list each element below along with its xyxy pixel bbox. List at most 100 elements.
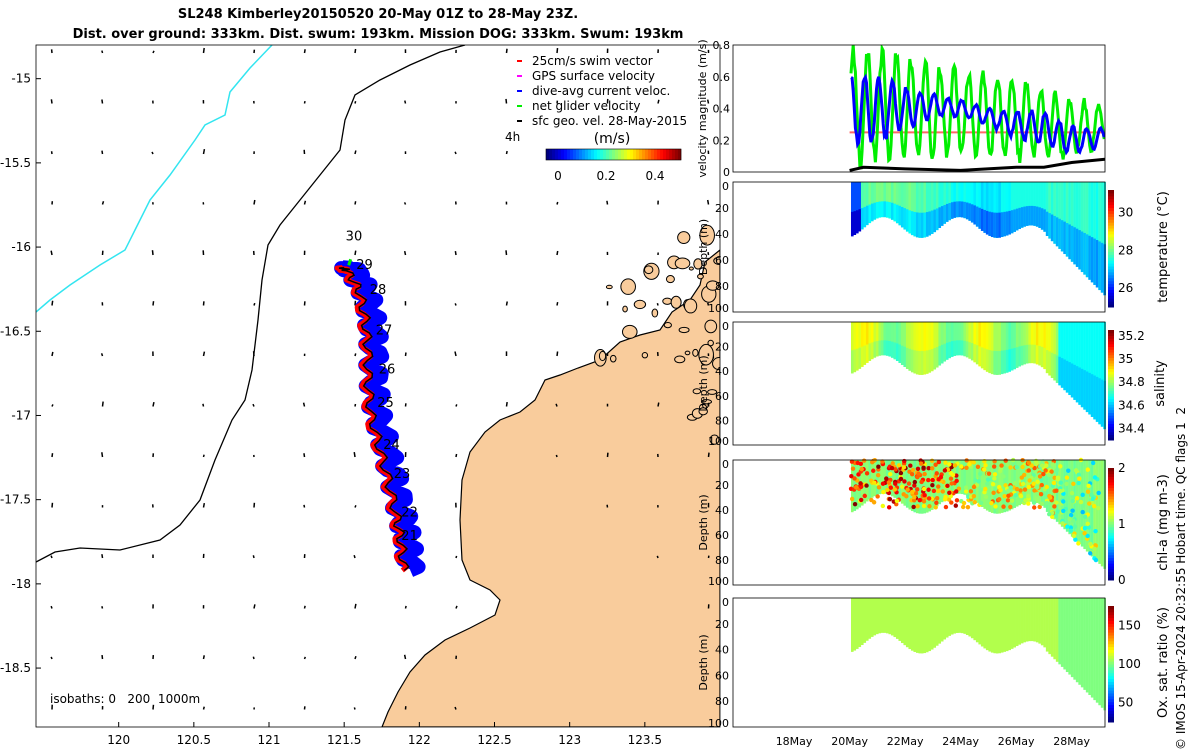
heatmap-cell [1030, 344, 1034, 364]
chl-a-sample [889, 465, 895, 471]
velocity-arrow [354, 100, 357, 104]
map-frame [35, 44, 721, 728]
heatmap-column [923, 182, 927, 238]
chl-a-sample [978, 500, 984, 506]
colorbar-cell [1108, 248, 1114, 252]
heatmap-column [1005, 598, 1009, 652]
panel-frame [732, 321, 1106, 446]
colorbar-cell [1108, 274, 1114, 279]
heatmap-column [913, 182, 917, 237]
colorbar-cell [1108, 304, 1114, 308]
heatmap-column [938, 598, 942, 644]
chl-a-sample [1014, 465, 1019, 470]
heatmap-cell [908, 348, 912, 371]
chl-a-sample [921, 486, 927, 492]
heatmap-cell [1070, 225, 1074, 262]
chl-a-sample [985, 477, 991, 482]
heatmap-column [1040, 598, 1044, 646]
chl-a-sample [1085, 489, 1091, 494]
colorbar-cell [558, 149, 562, 160]
colorbar-cell [642, 149, 646, 160]
velocity-arrow [100, 353, 104, 357]
velocity-arrow [657, 402, 660, 407]
heatmap-column [1038, 598, 1041, 644]
chl-a-sample [1060, 521, 1065, 526]
chl-a-sample [927, 504, 932, 509]
chl-a-sample [906, 481, 912, 486]
chl-a-sample [921, 465, 926, 470]
heatmap-column [975, 322, 979, 365]
heatmap-column [910, 598, 914, 651]
colorbar-cell [1108, 332, 1114, 336]
colorbar-cell [1108, 574, 1114, 578]
colorbar-cell [1108, 538, 1114, 542]
velocity-frame [732, 44, 1106, 173]
chl-a-sample [960, 504, 966, 510]
chl-a-sample [999, 463, 1004, 468]
heatmap-column [1065, 460, 1069, 532]
chl-a-sample [864, 471, 870, 476]
chl-a-sample [934, 471, 939, 476]
colorbar-cell [1108, 655, 1114, 659]
date-tick-label: 18May [776, 735, 813, 748]
heatmap-cell [1038, 345, 1041, 366]
heatmap-cell [853, 211, 857, 235]
chl-a-sample [1088, 541, 1093, 547]
chl-a-sample [915, 487, 920, 492]
colorbar-cell [1108, 349, 1114, 353]
heatmap-column [920, 322, 924, 375]
heatmap-cell [850, 211, 854, 237]
colorbar-cell [1108, 661, 1114, 665]
heatmap-cell [1018, 207, 1021, 230]
chl-a-sample [902, 479, 907, 484]
y-tick-label: -15 [11, 72, 31, 86]
heatmap-column [853, 598, 857, 651]
chl-a-sample [1080, 509, 1085, 515]
heatmap-column [965, 322, 969, 358]
velocity-arrow [101, 99, 104, 104]
heatmap-column [978, 322, 982, 367]
heatmap-column [905, 322, 909, 369]
chl-a-sample [981, 467, 987, 472]
chl-a-sample [1071, 518, 1076, 523]
colorbar-cell [1108, 233, 1114, 238]
heatmap-column [985, 182, 989, 235]
heatmap-column [1090, 322, 1094, 417]
chl-a-sample [911, 504, 916, 510]
heatmap-cell [1090, 374, 1094, 417]
date-tick-label: 24May [942, 735, 979, 748]
chl-a-sample [953, 503, 959, 508]
island [643, 265, 654, 275]
colorbar-cell [1108, 431, 1114, 435]
heatmap-cell [923, 350, 927, 375]
heatmap-column [945, 322, 949, 360]
heatmap-cell [950, 341, 954, 357]
heatmap-column [955, 598, 959, 633]
chl-a-sample [1086, 525, 1091, 530]
heatmap-column [968, 322, 972, 359]
chl-a-sample [1008, 465, 1013, 470]
chl-a-sample [1027, 478, 1032, 483]
heatmap-cell [965, 202, 969, 220]
colorbar-cell [1108, 357, 1114, 361]
heatmap-column [958, 322, 962, 356]
colorbar-cell [1108, 571, 1114, 575]
chl-a-sample [975, 464, 981, 470]
heatmap-cell [883, 201, 887, 218]
colorbar-cell [666, 149, 670, 160]
heatmap-column [850, 182, 854, 237]
heatmap-cell [1013, 209, 1016, 232]
chl-a-sample [1085, 467, 1091, 472]
colorbar-cell [1108, 398, 1114, 402]
heatmap-column [915, 460, 919, 514]
velocity-arrow [505, 98, 508, 104]
heatmap-cell [928, 211, 932, 236]
heatmap-cell [988, 211, 992, 236]
colorbar-cell [597, 149, 601, 160]
heatmap-cell [1015, 347, 1019, 368]
heatmap-cell [860, 208, 864, 230]
heatmap-cell [915, 212, 919, 238]
heatmap-cell [878, 201, 882, 218]
heatmap-column [908, 598, 912, 650]
colorbar-cell [570, 149, 574, 160]
